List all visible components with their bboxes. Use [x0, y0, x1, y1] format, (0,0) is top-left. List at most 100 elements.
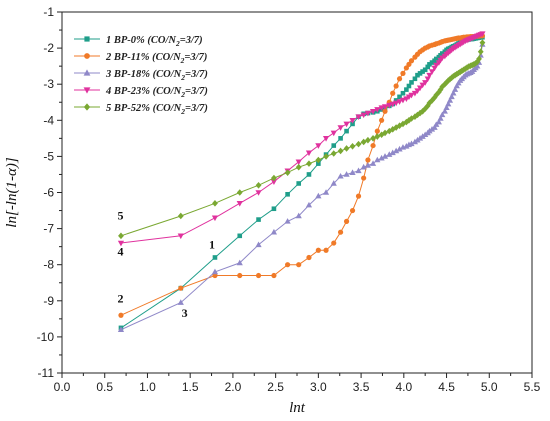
series-1-point — [296, 181, 302, 186]
x-tick-label: 2.0 — [225, 380, 242, 394]
y-tick-label: -5 — [43, 149, 54, 163]
series-3-point — [408, 140, 415, 147]
series-2-point — [370, 142, 376, 149]
series-5-point — [323, 153, 329, 160]
series-1-point — [415, 72, 420, 78]
series-2-point — [255, 272, 262, 279]
series-3-point — [343, 171, 350, 177]
series-2-point — [349, 207, 356, 214]
plot-frame — [61, 11, 533, 374]
series-3-point — [360, 163, 367, 170]
series-2-point — [323, 247, 329, 253]
series-2-point — [379, 117, 385, 123]
series-3-point — [414, 136, 421, 143]
series-2-point — [382, 108, 388, 114]
series-5-point — [441, 80, 448, 88]
legend-entry-3: 3 BP-18% (CO/N2=3/7) — [74, 69, 208, 82]
series-5-point — [337, 147, 344, 155]
series-2-point — [365, 157, 371, 163]
legend-label: 5 BP-52% (CO/N2=3/7) — [106, 103, 208, 116]
series-1-point — [429, 60, 435, 65]
series-4-point — [270, 179, 278, 185]
series-5-point — [236, 189, 243, 196]
series-3-point — [349, 169, 356, 175]
series-3-point — [284, 218, 291, 224]
series-2-point — [271, 272, 277, 279]
series-3 — [117, 41, 486, 332]
series-3-point — [431, 124, 438, 130]
series-5-point — [476, 55, 482, 63]
series-4-point — [386, 102, 393, 109]
series-3-point — [426, 127, 433, 134]
series-2-point — [237, 272, 243, 279]
series-1-point — [306, 172, 312, 177]
series-2-point — [374, 128, 380, 134]
series-1-point — [212, 255, 218, 260]
series-3-point — [441, 107, 448, 114]
series-4-point — [428, 69, 436, 75]
series-4-point — [389, 101, 396, 108]
series-2-point — [396, 76, 403, 82]
series-5-point — [212, 200, 218, 207]
legend-label: 3 BP-18% (CO/N2=3/7) — [105, 69, 208, 82]
x-tick-label: 2.5 — [267, 380, 284, 394]
series-2-point — [306, 254, 312, 261]
series-5-point — [477, 48, 484, 56]
series-1-point — [420, 69, 425, 74]
series-1-point — [412, 76, 418, 82]
series-3-point — [422, 131, 429, 138]
series-4-point — [360, 112, 367, 119]
legend-label: 4 BP-23% (CO/N2=3/7) — [105, 86, 208, 99]
series-3-point — [389, 149, 396, 156]
series-2-point — [393, 83, 399, 89]
curve-label-1: 1 — [209, 237, 215, 251]
series-3-point — [381, 153, 389, 159]
legend-entry-2: 2 BP-11% (CO/N2=3/7) — [74, 52, 207, 65]
series-2-point — [296, 262, 302, 268]
series-4-point — [422, 80, 429, 86]
legend-label: 1 BP-0% (CO/N2=3/7) — [106, 35, 203, 48]
series-5-point — [306, 160, 312, 167]
series-1-point — [285, 192, 290, 197]
series-5-point — [349, 142, 356, 150]
series-3-point — [450, 89, 457, 96]
series-1-point — [422, 67, 428, 73]
curve-label-5: 5 — [118, 209, 124, 223]
curve-number-labels: 5 4 1 2 3 — [118, 209, 215, 320]
series-3-point — [435, 118, 442, 125]
series-3-point — [374, 156, 381, 163]
series-1-point — [397, 94, 402, 100]
y-tick-label: -2 — [43, 41, 54, 55]
series-5-point — [255, 181, 262, 189]
series-4-point — [408, 92, 415, 99]
series-1-point — [439, 51, 445, 56]
series-3-point — [295, 212, 302, 219]
series-3-point — [453, 82, 460, 89]
series-4-point — [426, 72, 433, 79]
series-4-point — [378, 105, 385, 111]
series-5-point — [374, 133, 381, 140]
series-4-point — [393, 100, 400, 107]
series-5-point — [414, 111, 421, 119]
legend-entry-5: 5 BP-52% (CO/N2=3/7) — [74, 103, 208, 116]
y-axis-title: ln[-ln(1-α)] — [4, 157, 20, 228]
series-3-point — [439, 111, 446, 118]
x-tick-label: 5.0 — [481, 380, 498, 394]
series-3-point — [443, 104, 450, 110]
x-tick-label: 3.0 — [310, 380, 327, 394]
series-5-point — [474, 58, 481, 66]
series-4-point — [364, 110, 372, 117]
series-4-point — [381, 104, 389, 110]
series-1-point — [427, 62, 432, 67]
legend-label: 2 BP-11% (CO/N2=3/7) — [105, 52, 207, 65]
legend-swatch-marker — [84, 53, 90, 59]
series-3-point — [416, 135, 424, 141]
series-4-point — [349, 118, 356, 124]
series-5-point — [435, 88, 442, 96]
x-axis-title: lnt — [289, 400, 306, 416]
series-2-point — [178, 285, 184, 291]
series-5-point — [370, 135, 376, 142]
series-5-point — [295, 163, 302, 171]
legend-entry-4: 4 BP-23% (CO/N2=3/7) — [74, 86, 208, 99]
